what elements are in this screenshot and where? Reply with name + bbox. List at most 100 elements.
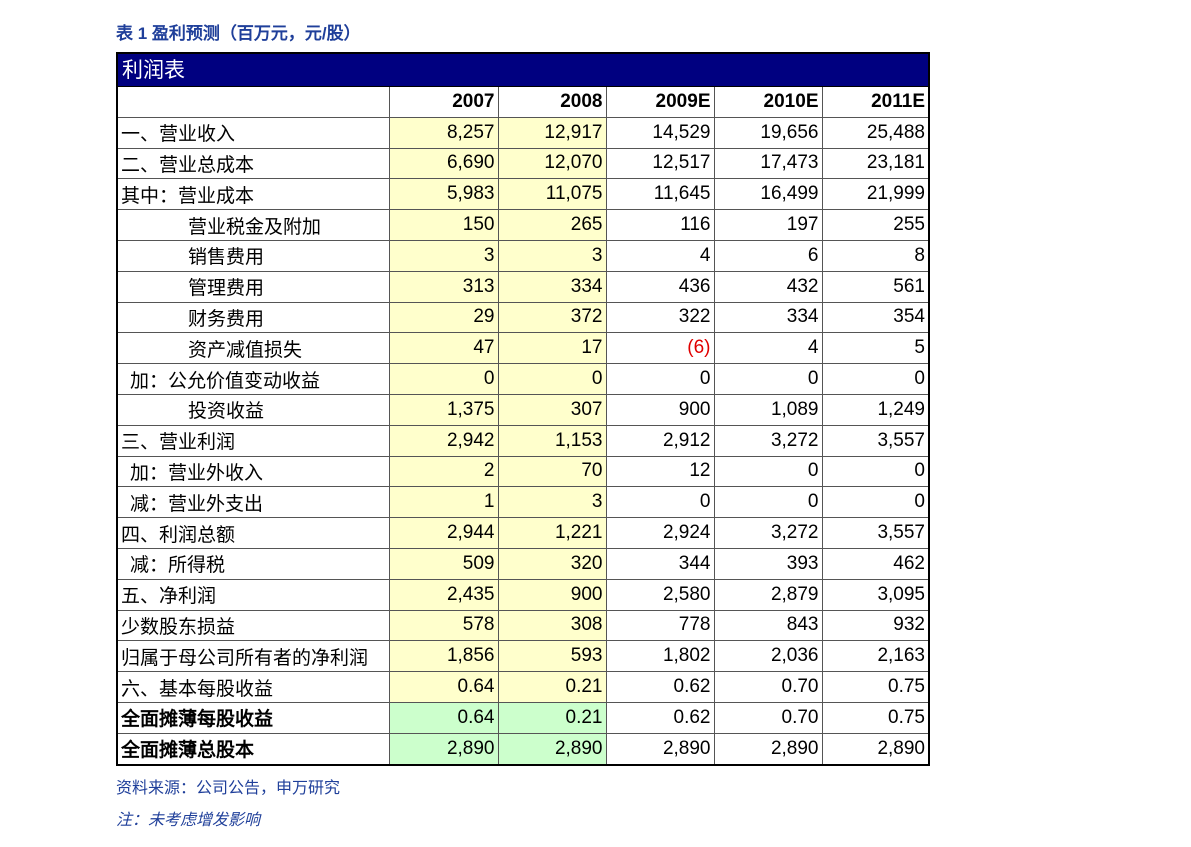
table-row: 全面摊薄每股收益 0.64 0.21 0.62 0.70 0.75 (118, 701, 928, 734)
row-label: 三、营业利润 (118, 424, 390, 457)
row-label: 销售费用 (118, 239, 390, 272)
cell-value: 12 (605, 455, 715, 488)
cell-value: 2,890 (388, 732, 499, 764)
cell-value: 1,802 (605, 640, 715, 673)
cell-value: 561 (821, 270, 928, 303)
cell-value: 372 (497, 301, 607, 334)
cell-value: 593 (497, 640, 607, 673)
cell-value: 509 (388, 547, 499, 580)
cell-value: 17,473 (713, 147, 823, 180)
cell-value: 2,890 (821, 732, 928, 764)
cell-value: 23,181 (821, 147, 928, 180)
row-label: 归属于母公司所有者的净利润 (118, 640, 390, 673)
cell-value: 322 (605, 301, 715, 334)
cell-value: 320 (497, 547, 607, 580)
row-label: 其中：营业成本 (118, 178, 390, 211)
cell-value: 19,656 (713, 116, 823, 149)
cell-value: 3,557 (821, 424, 928, 457)
cell-value: 2,912 (605, 424, 715, 457)
cell-value: 334 (713, 301, 823, 334)
row-label: 二、营业总成本 (118, 147, 390, 180)
header-row: 2007 2008 2009E 2010E 2011E (118, 87, 928, 118)
table-row: 资产减值损失 47 17 (6) 4 5 (118, 332, 928, 365)
cell-value: 1 (388, 486, 499, 519)
row-label: 四、利润总额 (118, 517, 390, 549)
cell-value: 17 (497, 332, 607, 365)
cell-value: 1,375 (388, 393, 499, 426)
cell-value: 116 (605, 209, 715, 241)
table-row: 营业税金及附加 150 265 116 197 255 (118, 209, 928, 241)
cell-value: 8 (821, 239, 928, 272)
cell-value: 0 (713, 455, 823, 488)
cell-value: 265 (497, 209, 607, 241)
cell-value: 0 (713, 486, 823, 519)
cell-value: 2,944 (388, 517, 499, 549)
cell-value: 3,557 (821, 517, 928, 549)
cell-value: 150 (388, 209, 499, 241)
cell-value: 0 (388, 363, 499, 395)
cell-value: 12,517 (605, 147, 715, 180)
row-label: 财务费用 (118, 301, 390, 334)
cell-value: 354 (821, 301, 928, 334)
year-header: 2011E (821, 87, 928, 118)
row-label: 少数股东损益 (118, 609, 390, 642)
cell-value: 2,890 (713, 732, 823, 764)
row-label: 营业税金及附加 (118, 209, 390, 241)
row-label: 五、净利润 (118, 578, 390, 611)
cell-value: 0.70 (713, 671, 823, 703)
cell-value: 0.64 (388, 701, 499, 734)
table-row: 归属于母公司所有者的净利润 1,856 593 1,802 2,036 2,163 (118, 640, 928, 673)
cell-value: 2,435 (388, 578, 499, 611)
cell-value: 0.75 (821, 701, 928, 734)
table-row: 全面摊薄总股本 2,890 2,890 2,890 2,890 2,890 (118, 732, 928, 764)
cell-value: 47 (388, 332, 499, 365)
year-header: 2007 (388, 87, 499, 118)
table-caption: 利润表 (118, 54, 928, 87)
cell-value: 12,917 (497, 116, 607, 149)
title: 表 1 盈利预测（百万元，元/股） (116, 24, 361, 43)
cell-value: 900 (497, 578, 607, 611)
cell-value: 843 (713, 609, 823, 642)
cell-value: 16,499 (713, 178, 823, 211)
table-row: 减：营业外支出 1 3 0 0 0 (118, 486, 928, 519)
cell-value: 0.21 (497, 671, 607, 703)
cell-value: 1,221 (497, 517, 607, 549)
year-header: 2010E (713, 87, 823, 118)
table-row: 财务费用 29 372 322 334 354 (118, 301, 928, 334)
table-row: 减：所得税 509 320 344 393 462 (118, 547, 928, 580)
cell-value: 1,249 (821, 393, 928, 426)
cell-value: 2,163 (821, 640, 928, 673)
row-label: 全面摊薄总股本 (118, 732, 390, 764)
cell-value: 0 (497, 363, 607, 395)
row-label: 全面摊薄每股收益 (118, 701, 390, 734)
cell-value: 3,095 (821, 578, 928, 611)
cell-value: 900 (605, 393, 715, 426)
cell-value: 21,999 (821, 178, 928, 211)
cell-value: 462 (821, 547, 928, 580)
cell-value: 255 (821, 209, 928, 241)
source-note: 资料来源：公司公告，申万研究 (116, 780, 341, 797)
table-row: 管理费用 313 334 436 432 561 (118, 270, 928, 303)
cell-value: 0 (821, 486, 928, 519)
cell-value: 2,890 (497, 732, 607, 764)
row-label: 六、基本每股收益 (118, 671, 390, 703)
cell-value: 2,036 (713, 640, 823, 673)
table-row: 销售费用 3 3 4 6 8 (118, 239, 928, 272)
row-label: 加：营业外收入 (118, 455, 390, 488)
cell-value: 197 (713, 209, 823, 241)
cell-value: 3 (388, 239, 499, 272)
cell-value: 2,580 (605, 578, 715, 611)
cell-value: 0.64 (388, 671, 499, 703)
year-header: 2008 (497, 87, 607, 118)
cell-value: 0.75 (821, 671, 928, 703)
table-row: 投资收益 1,375 307 900 1,089 1,249 (118, 393, 928, 426)
cell-value: 393 (713, 547, 823, 580)
cell-value: 4 (713, 332, 823, 365)
table-row: 六、基本每股收益 0.64 0.21 0.62 0.70 0.75 (118, 671, 928, 703)
cell-value: 0.21 (497, 701, 607, 734)
cell-value: 0.62 (605, 701, 715, 734)
cell-value: (6) (605, 332, 715, 365)
cell-value: 2,924 (605, 517, 715, 549)
row-label: 一、营业收入 (118, 116, 390, 149)
